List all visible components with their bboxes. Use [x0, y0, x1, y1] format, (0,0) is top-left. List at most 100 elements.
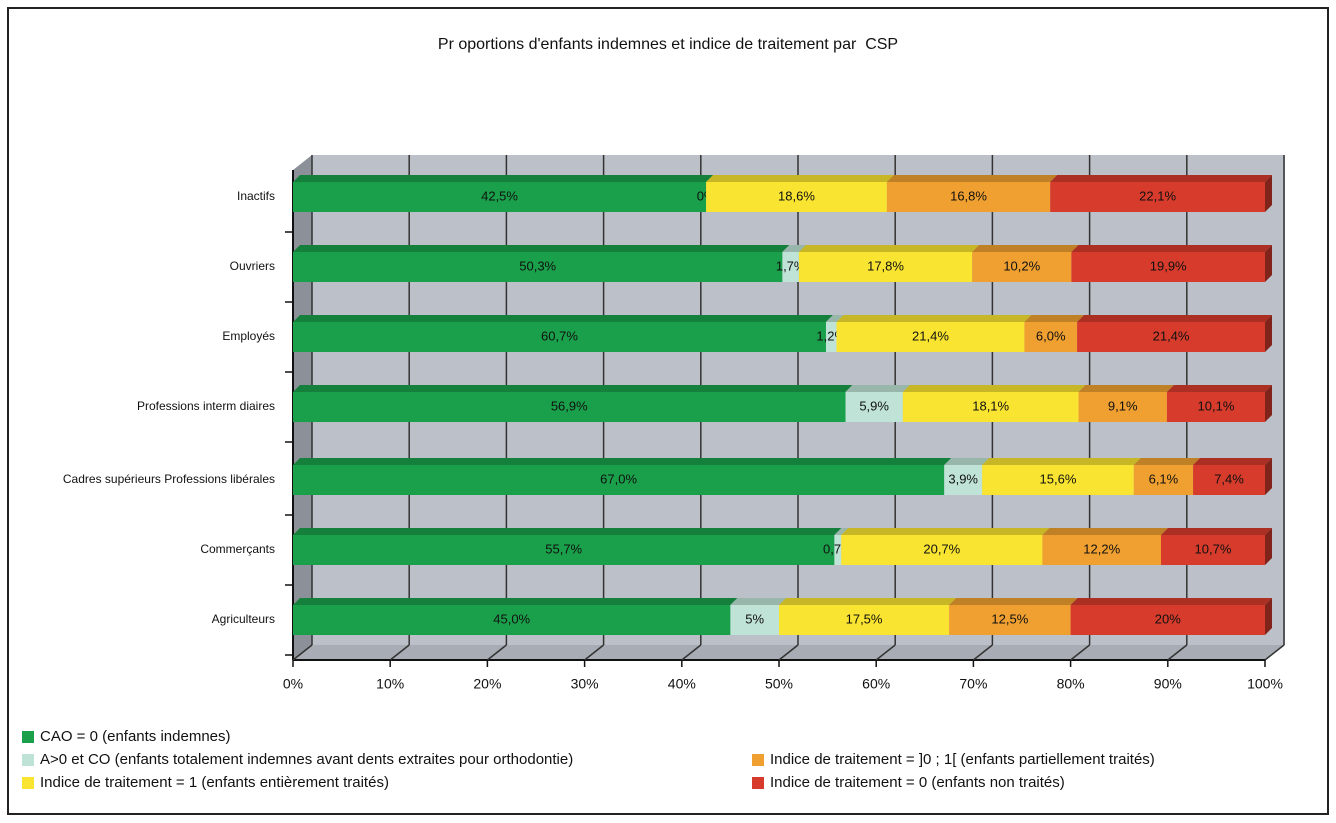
bar: [825, 322, 837, 352]
bar: [706, 182, 887, 212]
value-label: 20%: [1155, 611, 1181, 626]
bar: [798, 252, 973, 282]
bar: [1070, 605, 1265, 635]
value-label: 10,2%: [1003, 258, 1040, 273]
value-label: 67,0%: [600, 471, 637, 486]
grid-line: [486, 644, 507, 661]
bar: [1193, 465, 1265, 495]
value-label: 5%: [745, 611, 764, 626]
legend-swatch: [22, 731, 34, 743]
bar-side: [1265, 175, 1272, 212]
bar: [1078, 392, 1167, 422]
value-label: 18,6%: [778, 188, 815, 203]
x-tick-label: 70%: [959, 676, 987, 692]
bar: [886, 182, 1051, 212]
bar-top: [293, 315, 833, 322]
value-label: 17,5%: [846, 611, 883, 626]
bar-top: [886, 175, 1058, 182]
value-label: 21,4%: [1153, 328, 1190, 343]
x-tick-label: 20%: [473, 676, 501, 692]
bar-top: [841, 528, 1050, 535]
bar: [293, 392, 846, 422]
value-label: 5,9%: [859, 398, 889, 413]
bar-top: [944, 458, 990, 465]
value-label: 10,7%: [1195, 541, 1232, 556]
bar: [1050, 182, 1265, 212]
bar: [972, 252, 1072, 282]
x-tick-label: 10%: [376, 676, 404, 692]
legend-label: A>0 et CO (enfants totalement indemnes a…: [40, 751, 573, 768]
bar-top: [1193, 458, 1272, 465]
bar-top: [293, 598, 738, 605]
bar-top: [825, 315, 844, 322]
bar-top: [798, 245, 980, 252]
bar: [1077, 322, 1265, 352]
grid-line: [972, 644, 993, 661]
grid-line: [778, 644, 799, 661]
value-label: 60,7%: [541, 328, 578, 343]
bar-top: [293, 528, 842, 535]
legend-swatch: [22, 777, 34, 789]
bar: [1160, 535, 1265, 565]
value-label: 9,1%: [1108, 398, 1138, 413]
bar-top: [1071, 245, 1272, 252]
bar: [293, 322, 826, 352]
bar: [836, 322, 1025, 352]
value-label: 6,1%: [1149, 471, 1179, 486]
bar-top: [706, 175, 894, 182]
bar-top: [730, 598, 786, 605]
legend-label: Indice de traitement = 1 (enfants entièr…: [40, 774, 389, 791]
bar: [293, 182, 707, 212]
bar-top: [1042, 528, 1168, 535]
y-tick-label: Inactifs: [237, 189, 275, 203]
bar: [841, 535, 1043, 565]
bar-top: [293, 385, 853, 392]
legend-swatch: [22, 754, 34, 766]
bar-top: [1078, 385, 1174, 392]
value-label: 16,8%: [950, 188, 987, 203]
bar: [730, 605, 779, 635]
y-tick-label: Ouvriers: [230, 259, 275, 273]
bar-side: [1265, 385, 1272, 422]
bar: [982, 465, 1134, 495]
bar: [782, 252, 799, 282]
bar-top: [779, 598, 957, 605]
value-label: 17,8%: [867, 258, 904, 273]
value-label: 15,6%: [1040, 471, 1077, 486]
chart-title: Pr oportions d'enfants indemnes et indic…: [438, 36, 898, 53]
value-label: 18,1%: [972, 398, 1009, 413]
grid-line: [389, 644, 410, 661]
bar-top: [1024, 315, 1085, 322]
bar: [949, 605, 1071, 635]
value-label: 12,2%: [1083, 541, 1120, 556]
bar: [1042, 535, 1161, 565]
bar: [293, 465, 945, 495]
legend-label: CAO = 0 (enfants indemnes): [40, 728, 231, 745]
value-label: 10,1%: [1198, 398, 1235, 413]
value-label: 20,7%: [923, 541, 960, 556]
value-label: 22,1%: [1139, 188, 1176, 203]
grid-line: [1264, 644, 1285, 661]
grid-line: [1167, 644, 1188, 661]
value-label: 7,4%: [1214, 471, 1244, 486]
bar-top: [1133, 458, 1201, 465]
bar: [834, 535, 842, 565]
value-label: 21,4%: [912, 328, 949, 343]
bar-top: [1077, 315, 1272, 322]
value-label: 3,9%: [948, 471, 978, 486]
bar-top: [836, 315, 1032, 322]
value-label: 42,5%: [481, 188, 518, 203]
bar-side: [1265, 315, 1272, 352]
bar: [293, 535, 835, 565]
grid-line: [1070, 644, 1091, 661]
bar: [293, 605, 731, 635]
bar-top: [1160, 528, 1272, 535]
value-label: 12,5%: [991, 611, 1028, 626]
bar: [1071, 252, 1265, 282]
y-tick-label: Employés: [222, 329, 275, 343]
legend-swatch: [752, 777, 764, 789]
y-tick-label: Agriculteurs: [212, 612, 275, 626]
bar-top: [949, 598, 1078, 605]
bar-side: [1265, 598, 1272, 635]
